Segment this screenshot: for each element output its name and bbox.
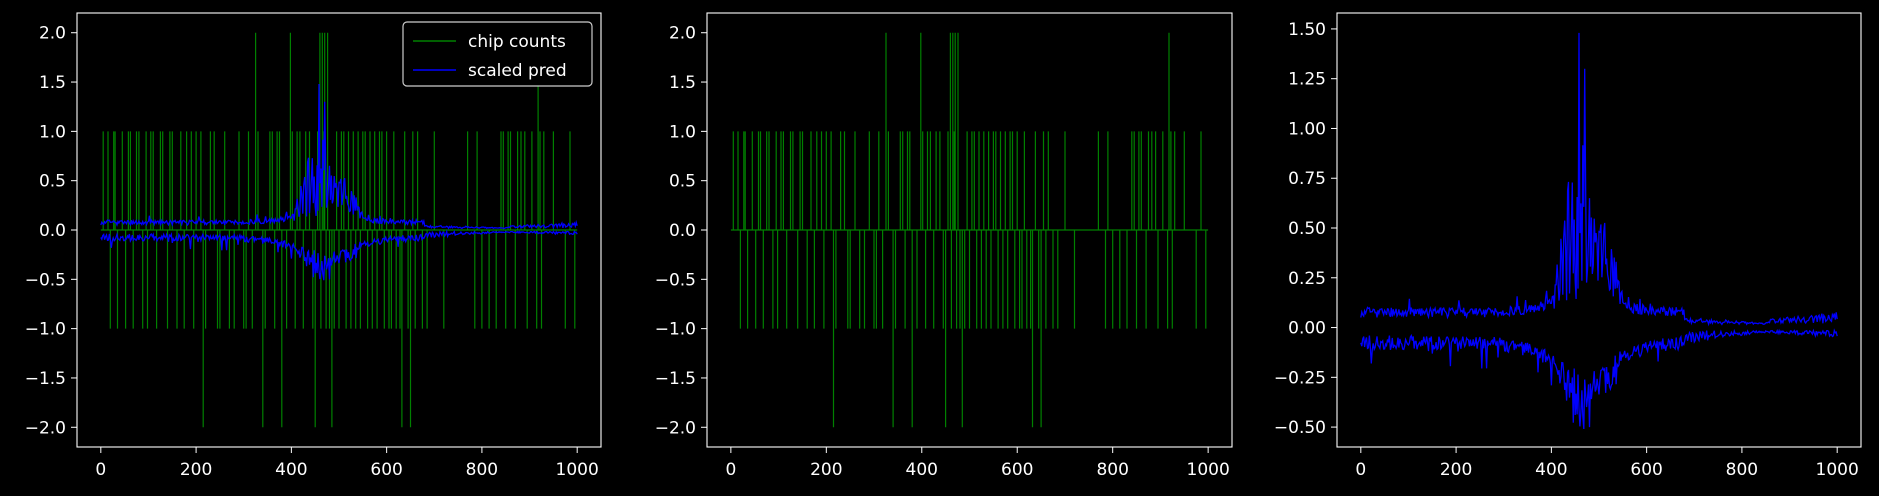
x-tick-label: 600 — [1630, 460, 1662, 480]
y-tick-label: 0.5 — [39, 172, 66, 192]
y-tick-label: 2.0 — [669, 24, 696, 44]
y-tick-label: 0.50 — [1288, 219, 1326, 239]
y-tick-label: 0.00 — [1288, 319, 1326, 339]
x-tick-label: 0 — [1355, 460, 1366, 480]
axes-1: 0 200 400 600 800 1000 2.0 1.5 1.0 0.5 0.0 −0.5 −1.0… — [25, 12, 602, 480]
plot-area-3 — [1360, 32, 1838, 430]
y-tick-label: 0.0 — [39, 221, 66, 241]
x-tick-label: 0 — [95, 460, 106, 480]
y-tick-label: 1.50 — [1288, 20, 1326, 40]
y-tick-label: −1.0 — [25, 320, 66, 340]
legend: chip counts scaled pred — [402, 21, 593, 87]
scaled-pred-lower-3 — [1360, 328, 1838, 430]
x-tick-label: 400 — [906, 460, 938, 480]
y-tick-label: 0.5 — [669, 172, 696, 192]
scaled-pred-upper-1 — [100, 83, 578, 230]
chip-counts-series-2 — [730, 32, 1209, 428]
scaled-pred-lower-1 — [100, 229, 578, 281]
legend-label-scaled-pred: scaled pred — [468, 61, 567, 81]
x-tick-label: 0 — [725, 460, 736, 480]
y-tick-label: −1.5 — [25, 369, 66, 389]
y-tick-label: 1.5 — [669, 73, 696, 93]
x-tick-label: 800 — [1096, 460, 1128, 480]
plot-area-2 — [730, 32, 1209, 428]
x-tick-label: 200 — [180, 460, 212, 480]
x-tick-label: 1000 — [556, 460, 599, 480]
chart-panel-2: 0 200 400 600 800 1000 2.0 1.5 1.0 0.5 0.0 −0.5 −1.0… — [655, 12, 1233, 480]
x-tick-label: 400 — [275, 460, 307, 480]
chart-panel-3: 0 200 400 600 800 1000 1.50 1.25 1.00 0.75 0.50 0.2… — [1274, 12, 1862, 480]
y-tick-label: −1.5 — [655, 369, 696, 389]
axes-frame — [1336, 12, 1862, 448]
y-tick-label: 0.0 — [669, 221, 696, 241]
y-tick-label: 1.5 — [39, 73, 66, 93]
y-tick-label: 2.0 — [39, 24, 66, 44]
y-tick-label: −0.5 — [25, 270, 66, 290]
y-tick-label: −0.50 — [1274, 418, 1326, 438]
x-tick-label: 600 — [1001, 460, 1033, 480]
y-tick-label: 0.75 — [1288, 169, 1326, 189]
y-tick-label: 1.0 — [39, 122, 66, 142]
y-tick-label: 1.25 — [1288, 70, 1326, 90]
y-tick-label: 1.0 — [669, 122, 696, 142]
x-tick-label: 200 — [1440, 460, 1472, 480]
axes-2: 0 200 400 600 800 1000 2.0 1.5 1.0 0.5 0.0 −0.5 −1.0… — [655, 12, 1233, 480]
x-tick-label: 800 — [466, 460, 498, 480]
axes-3: 0 200 400 600 800 1000 1.50 1.25 1.00 0.75 0.50 0.2… — [1274, 12, 1862, 480]
x-tick-label: 1000 — [1816, 460, 1859, 480]
plot-area-1 — [100, 32, 578, 428]
y-tick-label: −2.0 — [25, 418, 66, 438]
legend-label-chip-counts: chip counts — [468, 32, 566, 52]
y-tick-label: −2.0 — [655, 418, 696, 438]
y-tick-label: 1.00 — [1288, 119, 1326, 139]
x-tick-label: 600 — [370, 460, 402, 480]
chip-counts-series-1 — [100, 32, 578, 428]
x-tick-label: 800 — [1726, 460, 1758, 480]
x-tick-label: 400 — [1535, 460, 1567, 480]
x-tick-label: 200 — [810, 460, 842, 480]
y-tick-label: −1.0 — [655, 320, 696, 340]
y-tick-label: −0.25 — [1274, 368, 1326, 388]
chart-panel-1: 0 200 400 600 800 1000 2.0 1.5 1.0 0.5 0.0 −0.5 −1.0… — [25, 12, 602, 480]
y-tick-label: −0.5 — [655, 270, 696, 290]
scaled-pred-upper-3 — [1360, 32, 1838, 327]
x-tick-label: 1000 — [1187, 460, 1230, 480]
y-tick-label: 0.25 — [1288, 269, 1326, 289]
